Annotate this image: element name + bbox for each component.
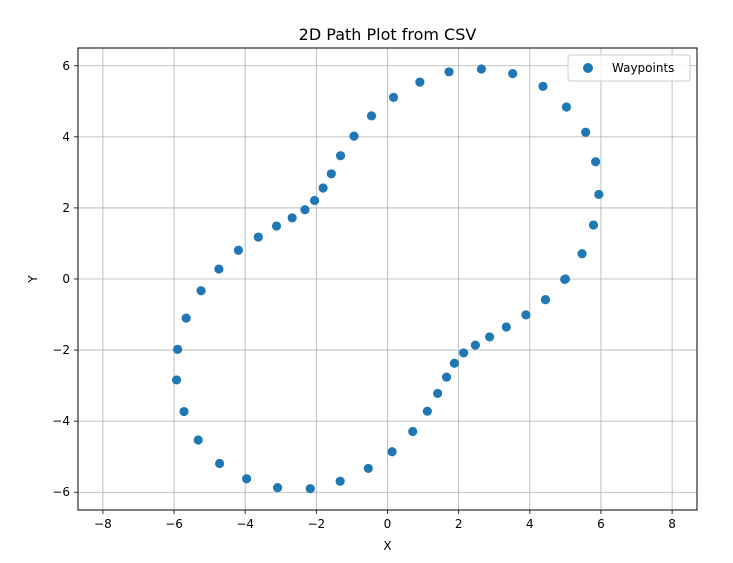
waypoint <box>388 92 399 102</box>
waypoint <box>484 332 495 342</box>
waypoint <box>433 388 443 399</box>
waypoint <box>476 64 487 74</box>
waypoint <box>181 313 191 323</box>
waypoint <box>422 406 432 416</box>
legend-marker <box>583 63 593 73</box>
y-tick-label: 0 <box>62 272 70 286</box>
x-tick-label: −2 <box>307 517 325 531</box>
waypoint <box>214 458 225 469</box>
chart-title: 2D Path Plot from CSV <box>299 25 477 44</box>
waypoint <box>335 151 346 161</box>
waypoint <box>300 205 310 215</box>
waypoint <box>415 77 425 87</box>
waypoint <box>459 348 469 358</box>
waypoint <box>594 189 604 200</box>
waypoint <box>449 358 459 368</box>
legend-label-waypoints: Waypoints <box>612 61 674 75</box>
waypoint <box>349 131 359 141</box>
waypoint <box>271 221 282 231</box>
y-tick-label: 2 <box>62 201 70 215</box>
waypoint <box>171 375 182 385</box>
waypoint <box>538 81 548 91</box>
waypoint <box>444 67 454 77</box>
x-tick-label: −4 <box>236 517 254 531</box>
waypoint <box>318 183 328 193</box>
data-points <box>171 64 604 494</box>
y-tick-label: −2 <box>52 343 70 357</box>
x-axis-label: X <box>383 539 391 553</box>
waypoint <box>196 286 206 296</box>
waypoint <box>173 344 183 354</box>
waypoint <box>233 245 244 255</box>
waypoint <box>501 322 511 332</box>
waypoint <box>560 274 570 284</box>
waypoint <box>363 463 373 474</box>
y-tick-label: 6 <box>62 59 70 73</box>
waypoint <box>272 483 283 493</box>
waypoint <box>408 426 418 437</box>
waypoint <box>326 169 336 179</box>
y-tick-label: −4 <box>52 414 70 428</box>
x-tick-label: 4 <box>526 517 534 531</box>
waypoint <box>253 232 263 242</box>
waypoint <box>577 249 587 259</box>
y-tick-label: 4 <box>62 130 70 144</box>
waypoint <box>335 476 345 486</box>
axis-ticks: −8 −6 −4 −2 0 2 4 6 8 −6 −4 −2 0 2 4 6 <box>52 59 676 531</box>
waypoint <box>508 68 518 79</box>
waypoint <box>309 195 320 206</box>
y-axis-label: Y <box>26 275 40 284</box>
x-tick-label: 8 <box>668 517 676 531</box>
waypoint <box>287 213 297 223</box>
waypoint <box>214 264 224 274</box>
y-tick-label: −6 <box>52 485 70 499</box>
waypoint <box>591 157 601 167</box>
grid <box>78 48 697 510</box>
legend: Waypoints <box>567 54 691 82</box>
x-tick-label: −6 <box>165 517 183 531</box>
waypoint <box>305 484 315 494</box>
waypoint <box>470 340 480 350</box>
waypoint <box>242 474 252 484</box>
waypoint <box>179 406 189 417</box>
x-tick-label: −8 <box>94 517 112 531</box>
waypoint <box>581 127 591 137</box>
x-tick-label: 2 <box>455 517 463 531</box>
waypoint <box>588 220 599 230</box>
waypoint <box>366 111 377 121</box>
waypoint <box>193 435 203 445</box>
waypoint <box>561 102 572 112</box>
waypoint <box>441 372 452 382</box>
x-tick-label: 0 <box>384 517 392 531</box>
waypoint <box>540 295 551 305</box>
waypoint <box>521 310 531 320</box>
x-tick-label: 6 <box>597 517 605 531</box>
legend-box <box>567 54 691 82</box>
waypoint <box>387 447 397 457</box>
